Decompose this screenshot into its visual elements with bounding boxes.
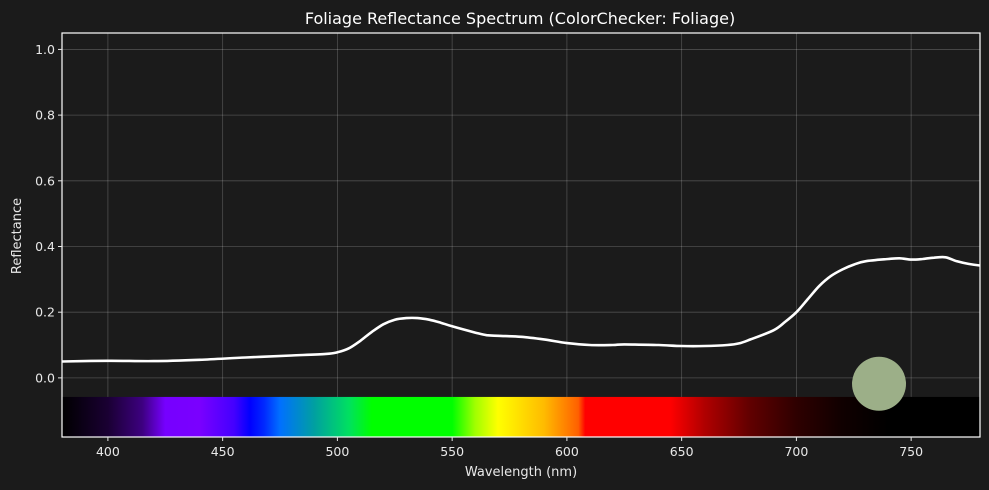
x-tick-label: 700 — [784, 444, 808, 459]
x-tick-label: 550 — [440, 444, 464, 459]
x-tick-label: 600 — [555, 444, 579, 459]
x-tick-label: 500 — [325, 444, 349, 459]
x-tick-label: 450 — [211, 444, 235, 459]
x-tick-label: 750 — [899, 444, 923, 459]
x-tick-label: 650 — [670, 444, 694, 459]
x-tick-label: 400 — [96, 444, 120, 459]
plot-frame — [61, 32, 981, 438]
y-tick-label: 0.8 — [35, 108, 55, 123]
y-tick-label: 0.2 — [35, 305, 55, 320]
grid-lines — [62, 33, 980, 437]
y-tick-label: 0.4 — [35, 239, 55, 254]
y-axis-ticks: 0.0 0.2 0.4 0.6 0.8 1.0 — [35, 42, 62, 385]
y-tick-label: 0.6 — [35, 173, 55, 188]
visible-spectrum-band — [62, 396, 980, 437]
y-axis-label: Reflectance — [10, 198, 25, 274]
y-tick-label: 1.0 — [35, 42, 55, 57]
x-axis-label: Wavelength (nm) — [465, 465, 577, 480]
x-axis-ticks: 400 450 500 550 600 650 700 750 — [96, 437, 923, 459]
chart-title: Foliage Reflectance Spectrum (ColorCheck… — [305, 9, 735, 28]
y-tick-label: 0.0 — [35, 370, 55, 385]
foliage-color-swatch — [852, 356, 907, 411]
reflectance-curve — [62, 255, 980, 363]
